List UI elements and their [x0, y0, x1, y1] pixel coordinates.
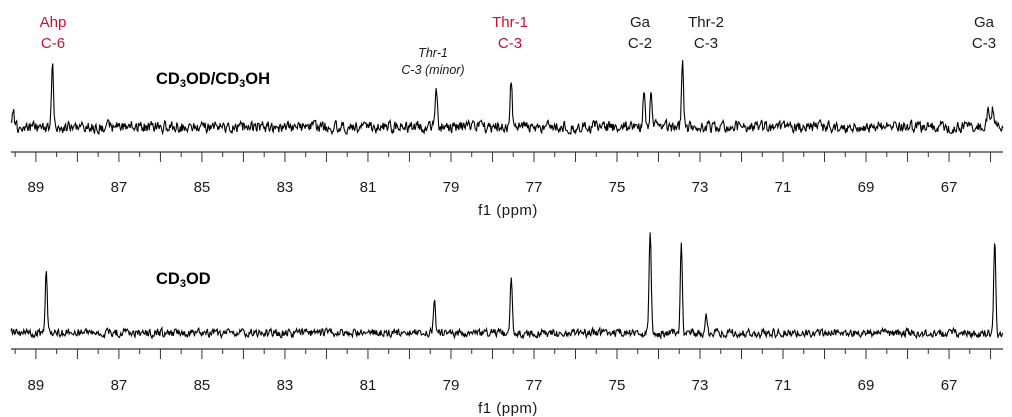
x-tick-label: 81 [360, 377, 377, 394]
x-tick-label: 77 [526, 377, 543, 394]
panel-label-bottom: CD3OD [156, 270, 211, 290]
x-tick-label: 75 [609, 179, 626, 196]
x-tick-label: 85 [194, 179, 211, 196]
spectrum-panel-bottom: 89 87 85 83 81 79 77 75 73 71 69 67 f1 (ppm) [10, 232, 1004, 417]
x-tick-label: 67 [941, 377, 958, 394]
x-tick-label: 77 [526, 179, 543, 196]
x-tick-label: 81 [360, 179, 377, 196]
x-tick-label: 89 [28, 377, 45, 394]
x-axis-title: f1 (ppm) [478, 400, 538, 417]
x-tick-label: 71 [775, 377, 792, 394]
x-tick-label: 89 [28, 179, 45, 196]
annotation-thr1-c3: Thr-1 C-3 [492, 14, 528, 52]
x-axis-title: f1 (ppm) [478, 202, 538, 219]
x-tick-label: 83 [277, 377, 294, 394]
x-tick-label: 87 [111, 377, 128, 394]
x-tick-label: 75 [609, 377, 626, 394]
x-tick-label: 85 [194, 377, 211, 394]
x-tick-label: 69 [858, 179, 875, 196]
x-tick-label: 69 [858, 377, 875, 394]
annotation-thr2-c3: Thr-2 C-3 [688, 14, 724, 52]
x-tick-label: 79 [443, 377, 460, 394]
spectrum-panel-top: 89 87 85 83 81 79 77 75 73 71 69 67 f1 (ppm) [10, 60, 1004, 219]
x-tick-label: 83 [277, 179, 294, 196]
x-tick-label: 73 [692, 179, 709, 196]
x-tick-label: 67 [941, 179, 958, 196]
annotation-thr1-c3-minor: Thr-1 C-3 (minor) [401, 46, 465, 77]
x-tick-label: 71 [775, 179, 792, 196]
x-tick-label: 87 [111, 179, 128, 196]
x-tick-label: 73 [692, 377, 709, 394]
annotation-ga-c2: Ga C-2 [627, 14, 653, 52]
annotation-ahp-c6: Ahp C-6 [39, 14, 67, 52]
spectrum-trace [10, 60, 1004, 136]
x-tick-label: 79 [443, 179, 460, 196]
panel-label-top: CD3OD/CD3OH [156, 70, 271, 90]
annotation-ga-c3: Ga C-3 [971, 14, 997, 52]
spectrum-trace [10, 232, 1004, 340]
